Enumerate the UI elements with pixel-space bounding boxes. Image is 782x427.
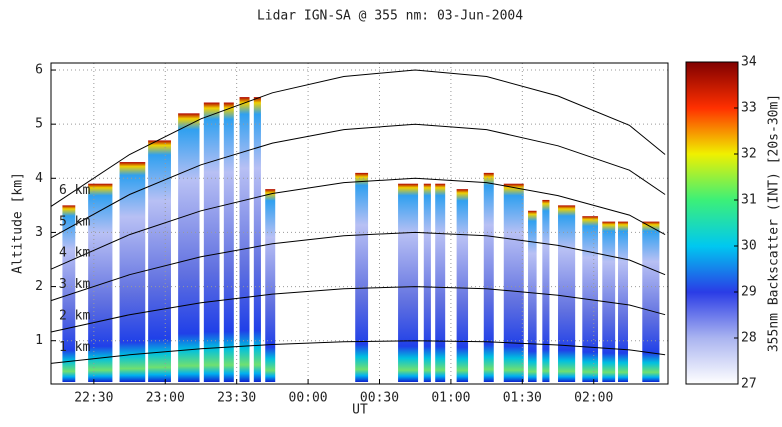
colorbar-tick-label: 29 — [741, 285, 757, 300]
profile — [265, 189, 276, 382]
x-tick-label: 02:00 — [574, 391, 613, 406]
colorbar-tick-label: 33 — [741, 101, 757, 116]
profile — [148, 140, 171, 382]
profile — [503, 183, 524, 382]
colorbar-tick-label: 30 — [741, 239, 757, 254]
profile — [253, 97, 261, 382]
curve-label: 2 km — [59, 309, 90, 324]
colorbar-tick-label: 31 — [741, 193, 757, 208]
y-tick-label: 3 — [35, 225, 43, 240]
profile — [642, 221, 660, 382]
x-tick-label: 23:30 — [217, 391, 256, 406]
colorbar — [685, 61, 739, 385]
profile — [355, 172, 369, 382]
profile — [223, 102, 234, 382]
range-curve — [50, 123, 666, 239]
range-curve — [50, 69, 666, 207]
profile — [239, 97, 250, 382]
profile — [542, 199, 550, 382]
x-tick-label: 00:00 — [289, 391, 328, 406]
profile — [435, 183, 446, 382]
curve-label: 6 km — [59, 183, 90, 198]
curve-label: 3 km — [59, 277, 90, 292]
x-tick-label: 01:00 — [431, 391, 470, 406]
x-tick-label: 22:30 — [74, 391, 113, 406]
x-tick-label: 23:00 — [146, 391, 185, 406]
range-curve — [50, 231, 666, 302]
y-tick-label: 2 — [35, 279, 43, 294]
colorbar-tick-label: 27 — [741, 377, 757, 392]
range-curve — [50, 286, 666, 333]
plot-frame — [50, 62, 669, 385]
curve-label: 5 km — [59, 214, 90, 229]
range-curve — [50, 177, 666, 270]
y-tick-label: 4 — [35, 171, 43, 186]
profile — [88, 183, 113, 382]
x-axis-label: UT — [352, 403, 368, 418]
profile — [483, 172, 494, 382]
profile — [62, 205, 76, 382]
curve-label: 4 km — [59, 246, 90, 261]
profile — [456, 189, 469, 382]
x-tick-label: 00:30 — [360, 391, 399, 406]
profile — [582, 216, 599, 382]
y-tick-label: 6 — [35, 63, 43, 78]
y-tick-label: 1 — [35, 333, 43, 348]
profile — [528, 210, 537, 382]
curve-label: 1 km — [59, 340, 90, 355]
colorbar-tick-label: 34 — [741, 55, 757, 70]
y-axis-label: Altitude [km] — [11, 172, 26, 274]
profile — [423, 183, 431, 382]
profile — [203, 102, 220, 382]
y-tick-label: 5 — [35, 117, 43, 132]
colorbar-tick-label: 32 — [741, 147, 757, 162]
profile — [178, 113, 200, 383]
profile — [558, 205, 576, 382]
chart-title: Lidar IGN-SA @ 355 nm: 03-Jun-2004 — [257, 9, 523, 24]
profile — [618, 221, 629, 382]
colorbar-tick-label: 28 — [741, 331, 757, 346]
x-tick-label: 01:30 — [503, 391, 542, 406]
profile — [398, 183, 419, 382]
range-curve — [50, 340, 666, 364]
colorbar-label: 355nm Backscatter (INT) [20s-30m] — [767, 94, 782, 352]
